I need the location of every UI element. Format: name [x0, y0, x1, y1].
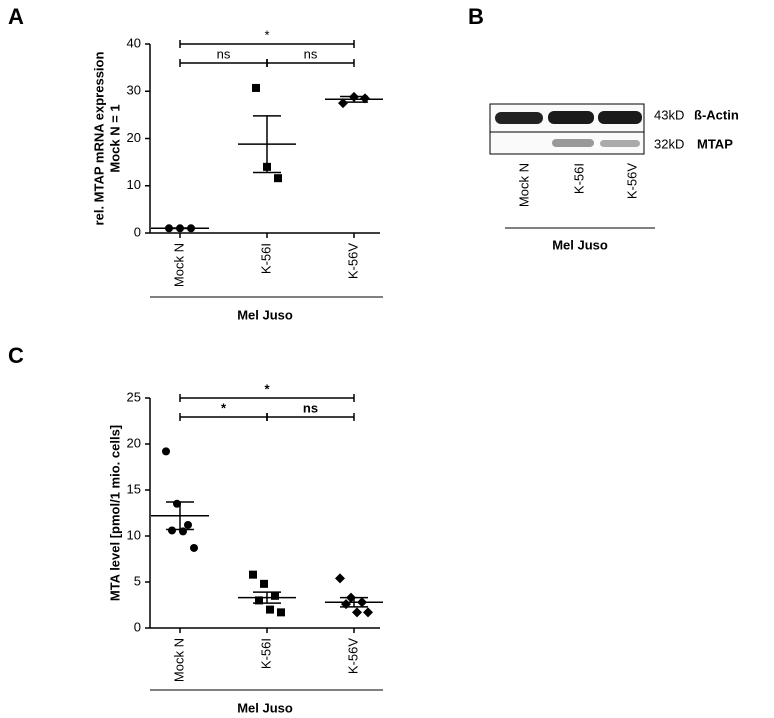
- significance-bracket: [179, 394, 355, 402]
- y-tick-label: 20: [127, 435, 141, 450]
- point: [277, 608, 285, 617]
- y-axis-label: Mock N = 1: [107, 104, 122, 172]
- point: [352, 607, 362, 618]
- band: [552, 139, 594, 147]
- y-tick-label: 10: [127, 527, 141, 542]
- point: [338, 98, 348, 109]
- significance-label: ns: [217, 46, 231, 61]
- y-axis-label: rel. MTAP mRNA expression: [91, 52, 106, 226]
- significance-label: *: [264, 27, 269, 42]
- y-tick-label: 10: [127, 177, 141, 192]
- point: [190, 543, 198, 552]
- x-tick-label: Mock N: [171, 243, 186, 287]
- x-tick-label: K-56V: [345, 638, 360, 674]
- y-tick-label: 30: [127, 83, 141, 98]
- point: [252, 83, 260, 92]
- lane-label: K-56I: [571, 163, 586, 194]
- significance-label: *: [264, 381, 270, 396]
- y-axis-label: MTA level [pmol/1 mio. cells]: [107, 425, 122, 601]
- y-tick-label: 40: [127, 35, 141, 50]
- blot-protein: ß-Actin: [694, 107, 739, 122]
- group-label: Mel Juso: [237, 700, 293, 715]
- blot-size: 43kD: [654, 107, 684, 122]
- lane-label: Mock N: [516, 163, 531, 207]
- point: [271, 591, 279, 600]
- error-bar: [253, 591, 281, 604]
- y-tick-label: 0: [134, 224, 141, 239]
- panel-label: C: [8, 343, 24, 368]
- point: [184, 520, 192, 529]
- significance-label: *: [221, 400, 227, 415]
- panel-label: B: [468, 4, 484, 29]
- x-tick-label: K-56V: [345, 243, 360, 279]
- point: [249, 570, 257, 579]
- blot-protein: MTAP: [697, 136, 733, 151]
- y-tick-label: 25: [127, 389, 141, 404]
- blot-size: 32kD: [654, 136, 684, 151]
- band: [598, 111, 642, 124]
- panel-label: A: [8, 4, 24, 29]
- point: [260, 579, 268, 588]
- point: [255, 596, 263, 605]
- significance-bracket: [179, 40, 355, 48]
- y-tick-label: 5: [134, 573, 141, 588]
- group-label: Mel Juso: [552, 237, 608, 252]
- significance-label: ns: [304, 46, 318, 61]
- group-label: Mel Juso: [237, 307, 293, 322]
- error-bar: [340, 95, 368, 103]
- significance-bracket: [266, 413, 355, 421]
- band: [600, 140, 640, 147]
- x-tick-label: K-56I: [258, 638, 273, 669]
- significance-bracket: [266, 59, 355, 67]
- x-tick-label: K-56I: [258, 243, 273, 274]
- point: [162, 447, 170, 456]
- significance-label: ns: [303, 400, 318, 415]
- point: [274, 174, 282, 183]
- x-tick-label: Mock N: [171, 638, 186, 682]
- point: [168, 526, 176, 535]
- y-tick-label: 15: [127, 481, 141, 496]
- lane-label: K-56V: [624, 163, 639, 199]
- band: [548, 111, 594, 124]
- point: [335, 573, 345, 584]
- error-bar: [253, 115, 281, 174]
- error-bar: [340, 596, 368, 608]
- point: [266, 605, 274, 614]
- point: [363, 607, 373, 618]
- blot: 43kD ß-Actin 32kD MTAP Mock N K-56I K-56…: [489, 103, 739, 252]
- y-tick-label: 20: [127, 130, 141, 145]
- y-tick-label: 0: [134, 619, 141, 634]
- error-bar: [166, 501, 194, 531]
- band: [495, 112, 543, 124]
